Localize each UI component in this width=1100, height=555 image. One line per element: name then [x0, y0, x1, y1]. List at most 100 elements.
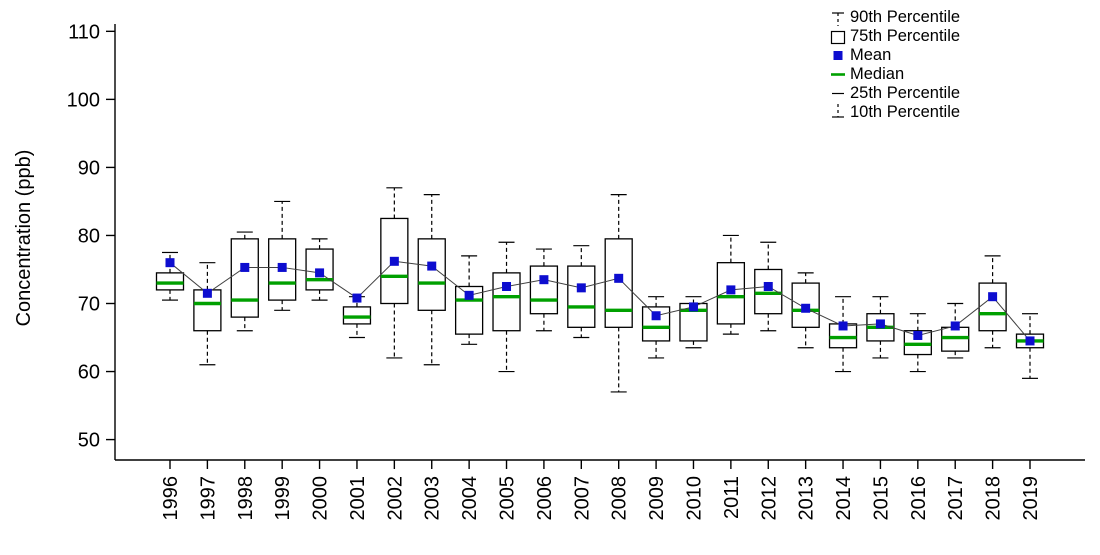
box-group: [529, 248, 559, 332]
iqr-box: [492, 272, 521, 332]
x-tick-label: 2007: [571, 476, 593, 521]
legend-item: Mean: [826, 46, 960, 65]
legend-label: 75th Percentile: [850, 27, 961, 45]
mean-marker: [502, 281, 512, 291]
x-tick-label: 2017: [945, 476, 967, 521]
box-group: [380, 187, 409, 359]
y-axis-title: Concentration (ppb): [13, 150, 35, 327]
mean-glyph: [826, 46, 850, 65]
box-group: [604, 194, 633, 393]
x-tick-label: 2008: [609, 476, 631, 521]
iqr-box: [567, 265, 596, 328]
mean-marker: [1025, 336, 1035, 346]
legend-item: Median: [826, 65, 960, 84]
iqr-box: [604, 238, 633, 328]
mean-line: [169, 260, 1031, 342]
x-tick-label: 1999: [272, 476, 294, 521]
box-group: [1015, 313, 1045, 379]
y-tick-label: 110: [68, 21, 100, 43]
y-tick-label: 90: [78, 157, 100, 179]
x-tick-label: 2006: [534, 476, 556, 521]
mean-marker: [315, 268, 325, 278]
mean-marker: [726, 285, 736, 295]
x-tick-label: 2002: [384, 476, 406, 521]
whisker-top-glyph: [826, 8, 850, 27]
median-glyph: [826, 65, 850, 84]
mean-marker: [950, 321, 960, 331]
legend-label: Median: [850, 65, 905, 83]
boxplots: [155, 187, 1045, 393]
box-group: [716, 234, 746, 335]
box-bottom-glyph: [826, 84, 850, 103]
mean-marker: [277, 262, 287, 272]
x-tick-label: 2019: [1020, 476, 1042, 521]
box-group: [641, 296, 671, 359]
x-tick-label: 2018: [983, 476, 1005, 521]
mean-marker: [427, 261, 437, 271]
axes: 50 60 70 80 90 100 110 1996 1997 1998 1999 2000 2001…: [13, 21, 1085, 521]
legend-label: 90th Percentile: [850, 8, 961, 26]
iqr-box: [941, 326, 970, 352]
box-group: [492, 241, 521, 373]
x-tick-label: 2009: [646, 476, 668, 521]
mean-marker: [576, 283, 586, 293]
box-glyph: [826, 27, 850, 46]
y-tick-label: 50: [78, 430, 100, 452]
legend-label: 10th Percentile: [850, 103, 961, 121]
x-tick-label: 2012: [758, 476, 780, 521]
box-group: [417, 194, 446, 366]
box-group: [941, 302, 970, 359]
whisker-bottom-glyph: [826, 103, 850, 122]
iqr-box: [417, 238, 446, 311]
x-tick-label: 2004: [459, 476, 481, 521]
mean-marker: [165, 258, 175, 268]
y-tick-label: 70: [78, 294, 100, 316]
iqr-box: [529, 265, 559, 315]
y-tick-label: 60: [78, 362, 100, 384]
x-tick-label: 2000: [310, 476, 332, 521]
iqr-box: [155, 272, 185, 291]
x-tick-label: 1997: [197, 476, 219, 521]
box-group: [230, 231, 259, 332]
legend-label: Mean: [850, 46, 892, 64]
iqr-box: [230, 238, 259, 318]
x-tick-label: 2011: [721, 476, 743, 519]
box-group: [567, 245, 596, 339]
y-tick-label: 100: [67, 89, 100, 111]
mean-marker: [651, 311, 661, 321]
x-tick-label: 2001: [347, 476, 369, 521]
x-tick-label: 1998: [235, 476, 257, 521]
mean-marker: [875, 319, 885, 329]
box-group: [342, 296, 372, 339]
box-group: [155, 251, 185, 301]
x-tick-label: 2016: [908, 476, 930, 521]
x-tick-label: 2013: [796, 476, 818, 521]
mean-marker: [801, 303, 811, 313]
box-group: [454, 255, 484, 345]
mean-marker: [614, 273, 624, 283]
box-group: [978, 255, 1007, 349]
mean-marker: [202, 288, 212, 298]
mean-marker: [389, 256, 399, 266]
x-tick-label: 2010: [683, 476, 705, 521]
x-tick-label: 1996: [160, 476, 182, 521]
mean-marker: [988, 292, 998, 302]
legend-label: 25th Percentile: [850, 84, 961, 102]
x-tick-label: 2014: [833, 476, 855, 521]
iqr-box: [342, 306, 372, 325]
mean-marker: [464, 290, 474, 300]
legend-item: 75th Percentile: [826, 27, 960, 46]
mean-marker: [539, 275, 549, 285]
x-tick-label: 2015: [870, 476, 892, 521]
box-group: [903, 313, 932, 373]
x-tick-label: 2005: [497, 476, 519, 521]
iqr-box: [903, 330, 932, 356]
mean-marker: [688, 302, 698, 312]
mean-marker: [240, 262, 250, 272]
y-tick-label: 80: [78, 225, 100, 247]
legend-item: 10th Percentile: [826, 103, 960, 122]
iqr-box: [978, 282, 1007, 332]
legend: 90th Percentile 75th Percentile Mean Med…: [826, 8, 960, 122]
